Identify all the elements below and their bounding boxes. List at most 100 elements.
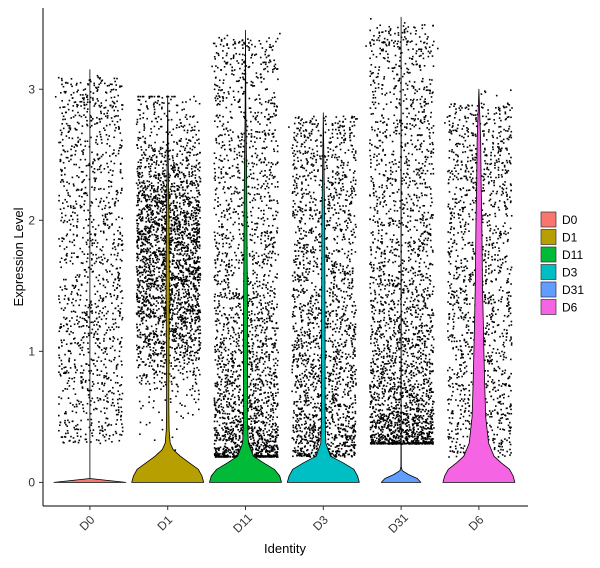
data-point — [232, 316, 235, 319]
data-point — [71, 291, 73, 293]
data-point — [186, 321, 188, 323]
data-point — [190, 306, 193, 308]
data-point — [91, 151, 93, 154]
data-point — [116, 295, 119, 297]
data-point — [111, 106, 114, 109]
data-point — [177, 272, 180, 275]
data-point — [119, 308, 122, 310]
data-point — [175, 266, 177, 269]
data-point — [147, 219, 150, 221]
data-point — [151, 214, 154, 216]
data-point — [258, 94, 260, 96]
data-point — [251, 199, 254, 202]
data-point — [145, 205, 147, 207]
data-point — [161, 331, 163, 333]
data-point — [95, 439, 98, 441]
data-point — [148, 209, 150, 211]
data-point — [155, 177, 157, 179]
data-point — [82, 180, 84, 183]
data-point — [194, 231, 196, 233]
data-point — [151, 252, 154, 255]
data-point — [182, 212, 185, 214]
data-point — [64, 388, 66, 390]
data-point — [189, 238, 191, 240]
data-point — [223, 144, 226, 146]
data-point — [174, 207, 176, 209]
data-point — [195, 359, 197, 361]
data-point — [100, 318, 103, 321]
data-point — [169, 318, 171, 320]
data-point — [108, 435, 111, 437]
data-point — [141, 318, 144, 321]
data-point — [250, 120, 252, 123]
data-point — [91, 186, 93, 188]
data-point — [254, 45, 256, 48]
data-point — [146, 117, 148, 120]
data-point — [138, 284, 141, 287]
data-point — [255, 415, 257, 417]
data-point — [230, 200, 233, 203]
data-point — [63, 248, 66, 250]
data-point — [196, 288, 199, 291]
data-point — [120, 415, 122, 418]
data-point — [262, 455, 264, 457]
data-point — [215, 439, 217, 442]
data-point — [143, 300, 145, 303]
data-point — [141, 213, 143, 215]
data-point — [165, 194, 167, 197]
data-point — [60, 181, 62, 183]
data-point — [166, 95, 168, 98]
data-point — [191, 266, 193, 268]
data-point — [223, 366, 226, 368]
data-point — [186, 349, 189, 352]
data-point — [157, 219, 160, 221]
data-point — [188, 293, 190, 295]
data-point — [147, 307, 149, 309]
data-point — [224, 425, 226, 428]
data-point — [176, 230, 179, 233]
data-point — [179, 223, 182, 226]
data-point — [173, 338, 176, 341]
data-point — [170, 380, 173, 383]
data-point — [77, 342, 79, 344]
data-point — [225, 199, 228, 202]
data-point — [193, 146, 196, 149]
data-point — [148, 355, 150, 357]
data-point — [72, 298, 74, 300]
data-point — [63, 207, 65, 210]
data-point — [143, 258, 145, 260]
data-point — [253, 297, 255, 299]
data-point — [178, 333, 181, 336]
data-point — [274, 437, 277, 440]
data-point — [164, 275, 167, 278]
data-point — [103, 407, 106, 409]
data-point — [197, 204, 199, 207]
data-point — [102, 230, 105, 233]
data-point — [193, 309, 196, 311]
data-point — [157, 116, 160, 118]
data-point — [263, 219, 266, 222]
data-point — [73, 239, 75, 242]
data-point — [137, 95, 139, 98]
data-point — [239, 139, 241, 142]
data-point — [255, 355, 258, 357]
data-point — [197, 189, 200, 192]
data-point — [105, 312, 108, 315]
data-point — [188, 205, 190, 207]
data-point — [59, 326, 61, 328]
data-point — [249, 255, 251, 257]
data-point — [136, 271, 138, 273]
data-point — [275, 395, 277, 397]
data-point — [146, 106, 148, 109]
data-point — [168, 176, 171, 179]
data-point — [106, 279, 108, 281]
data-point — [196, 317, 199, 320]
data-point — [189, 312, 191, 315]
data-point — [198, 102, 201, 105]
data-point — [142, 117, 144, 119]
data-point — [229, 435, 231, 437]
data-point — [162, 228, 164, 231]
data-point — [141, 377, 143, 379]
data-point — [261, 371, 264, 373]
data-point — [226, 380, 228, 383]
